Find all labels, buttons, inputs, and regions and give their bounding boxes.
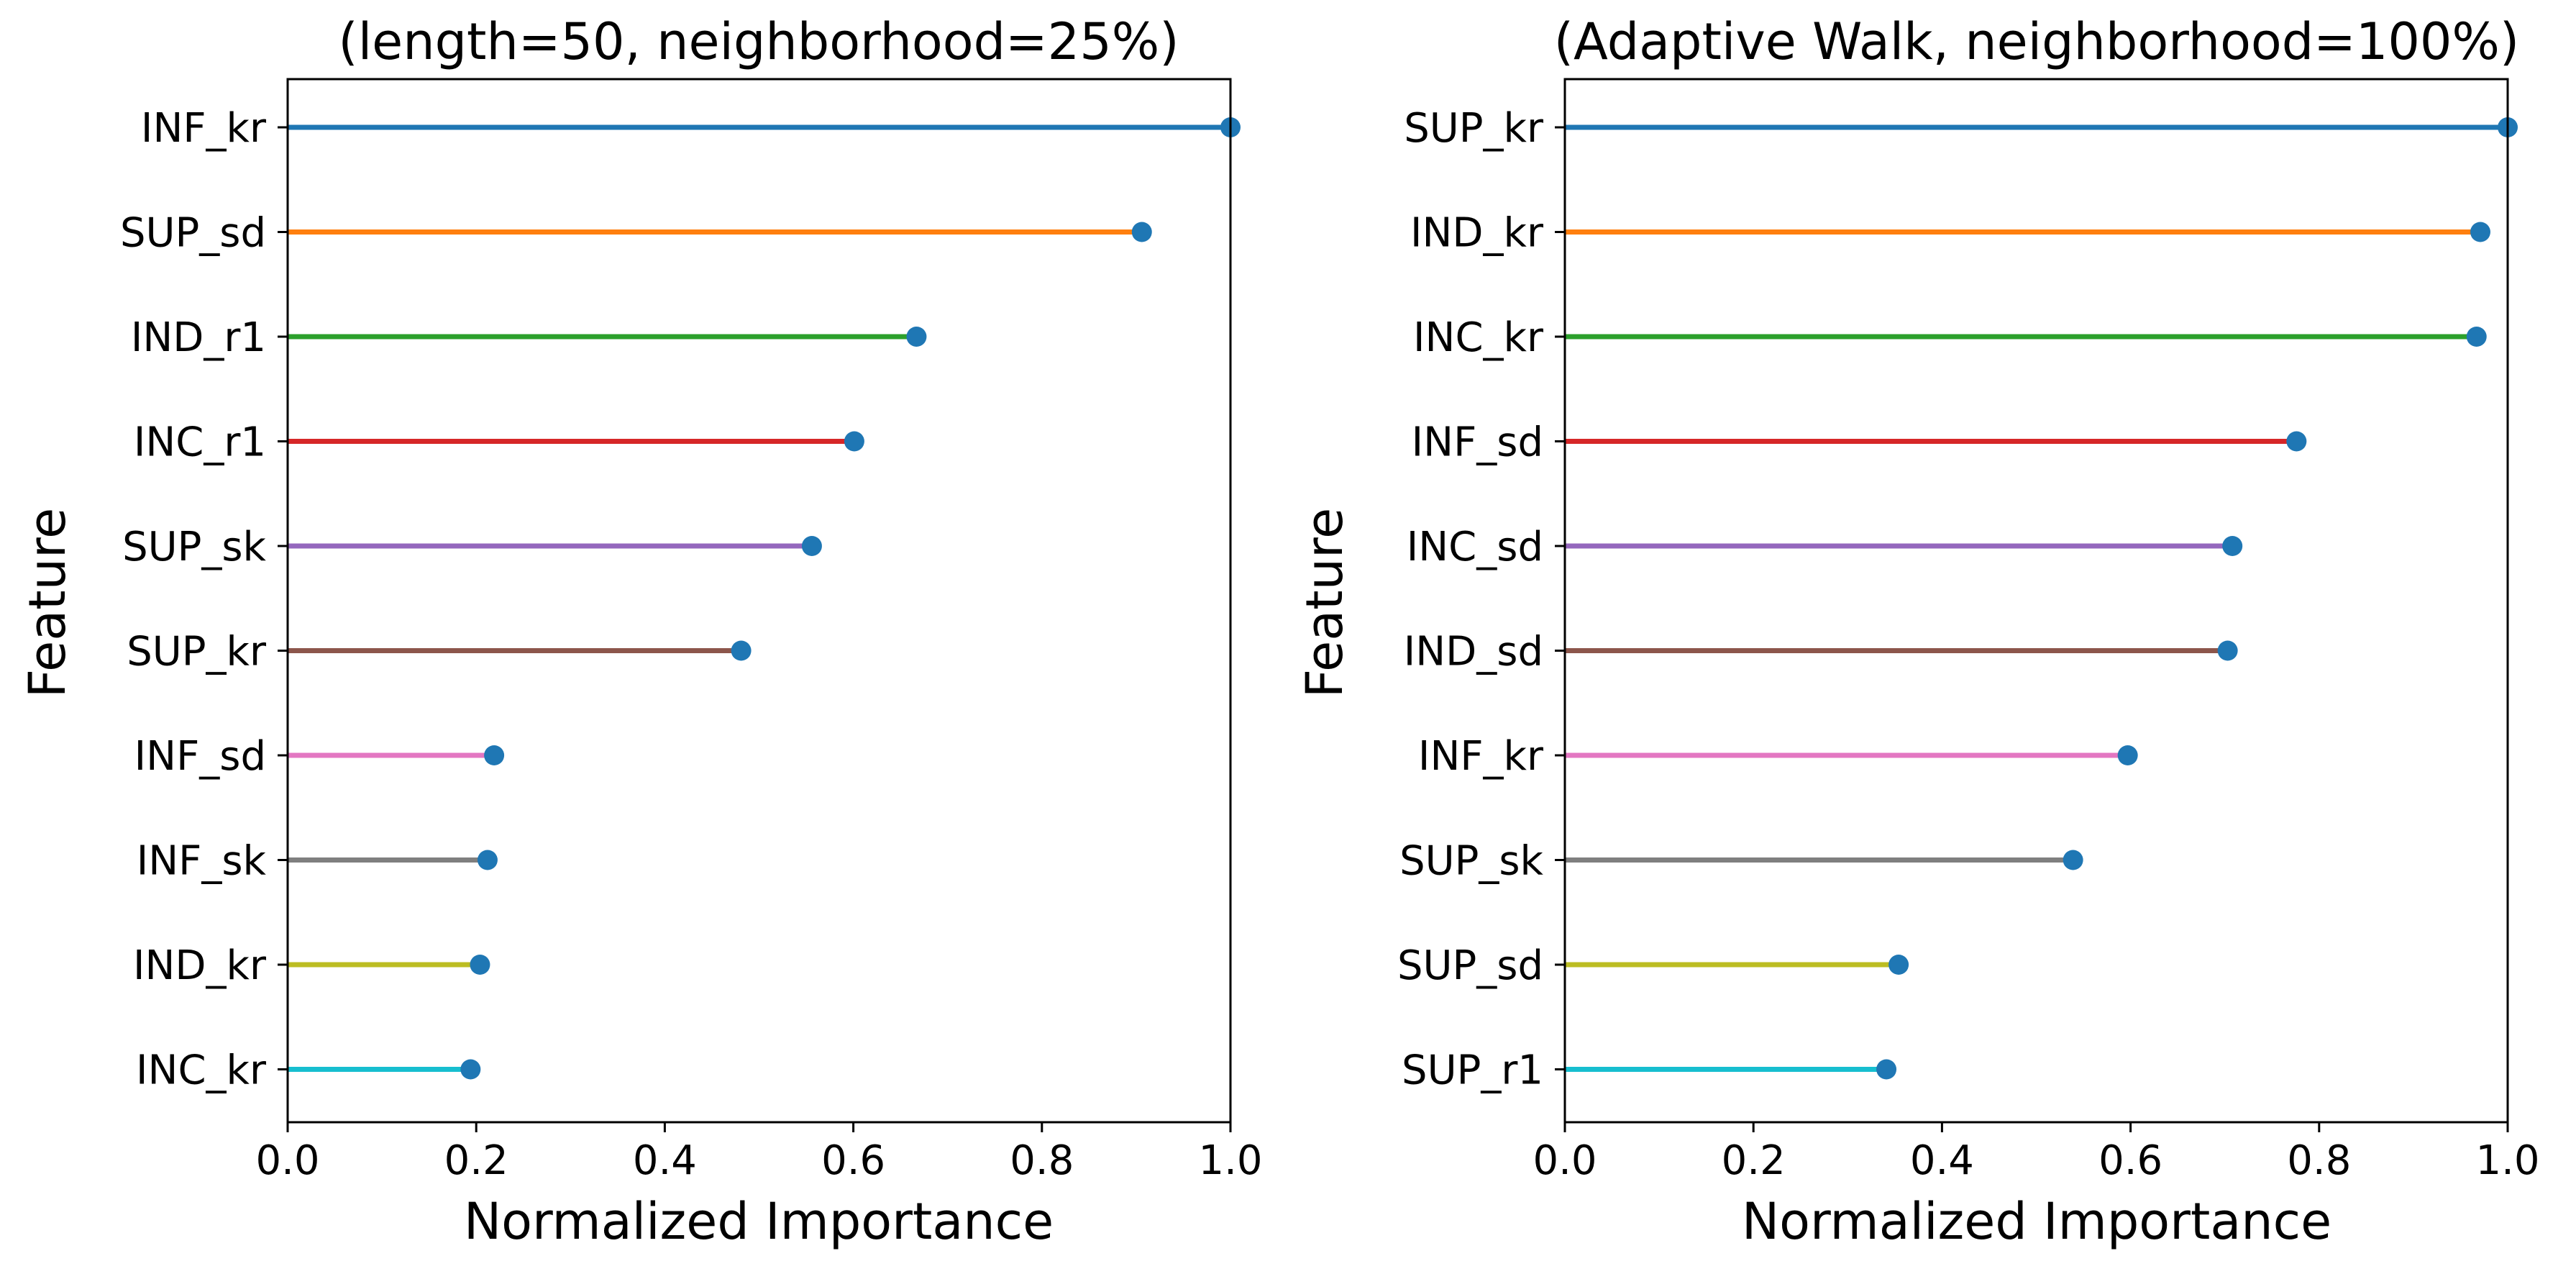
- right-x-tick-label: 0.4: [1910, 1137, 1974, 1184]
- left-x-tick-label: 0.0: [255, 1137, 319, 1184]
- left-x-tick-label: 1.0: [1198, 1137, 1262, 1184]
- left-marker-INC_r1: [844, 431, 864, 452]
- right-category-label: INF_sd: [1412, 419, 1543, 466]
- right-marker-SUP_r1: [1876, 1059, 1897, 1080]
- right-marker-INF_kr: [2117, 745, 2138, 765]
- right-chart: (Adaptive Walk, neighborhood=100%) SUP_k…: [1295, 12, 2540, 1251]
- left-plot-area: INF_kr SUP_sd IND_r1 INC_r1 SUP_sk SUP_kr INF_…: [120, 78, 1263, 1184]
- right-marker-INF_sd: [2286, 431, 2307, 452]
- left-category-label: IND_r1: [131, 314, 266, 361]
- right-plot-area: SUP_kr IND_kr INC_kr INF_sd INC_sd IND_sd INF_…: [1397, 78, 2540, 1184]
- right-category-label: INC_sd: [1407, 524, 1543, 570]
- left-y-axis-label: Feature: [18, 508, 77, 699]
- right-marker-SUP_sk: [2063, 850, 2083, 870]
- left-marker-SUP_sk: [801, 536, 822, 556]
- left-chart-title: (length=50, neighborhood=25%): [338, 12, 1179, 71]
- left-chart: (length=50, neighborhood=25%) INF_kr SUP_…: [18, 12, 1263, 1251]
- left-category-label: SUP_kr: [127, 629, 267, 675]
- left-marker-INF_sk: [477, 850, 498, 870]
- right-category-label: IND_sd: [1404, 629, 1543, 675]
- left-x-tick-label: 0.2: [444, 1137, 508, 1184]
- right-x-tick-label: 0.6: [2098, 1137, 2162, 1184]
- right-category-label: SUP_r1: [1402, 1047, 1543, 1094]
- right-marker-SUP_sd: [1888, 955, 1909, 975]
- left-x-tick-label: 0.8: [1010, 1137, 1074, 1184]
- right-x-tick-label: 0.8: [2287, 1137, 2351, 1184]
- right-x-tick-label: 0.0: [1533, 1137, 1597, 1184]
- right-marker-IND_sd: [2217, 640, 2238, 661]
- right-category-label: INC_kr: [1413, 314, 1544, 361]
- left-category-label: SUP_sd: [120, 210, 266, 257]
- left-axes-frame: [286, 78, 1232, 1124]
- right-x-tick-label: 1.0: [2475, 1137, 2539, 1184]
- right-category-label: IND_kr: [1410, 210, 1544, 257]
- right-category-label: SUP_kr: [1404, 105, 1544, 152]
- left-x-tick-label: 0.4: [633, 1137, 697, 1184]
- right-y-axis-label: Feature: [1295, 508, 1354, 699]
- right-marker-INC_kr: [2466, 327, 2487, 347]
- left-marker-SUP_kr: [731, 640, 752, 661]
- right-x-axis-label: Normalized Importance: [1742, 1192, 2331, 1251]
- left-category-label: INC_kr: [136, 1047, 267, 1094]
- left-category-label: INC_r1: [134, 419, 266, 466]
- right-marker-IND_kr: [2470, 222, 2490, 242]
- right-axes-frame: [1563, 78, 2509, 1124]
- left-x-tick-label: 0.6: [821, 1137, 885, 1184]
- left-marker-IND_r1: [906, 327, 927, 347]
- right-category-label: INF_kr: [1418, 733, 1544, 780]
- left-marker-INC_kr: [460, 1059, 481, 1080]
- left-marker-IND_kr: [470, 955, 490, 975]
- right-x-tick-label: 0.2: [1722, 1137, 1786, 1184]
- right-chart-title: (Adaptive Walk, neighborhood=100%): [1554, 12, 2520, 71]
- right-category-label: SUP_sk: [1399, 838, 1543, 885]
- right-marker-INC_sd: [2222, 536, 2243, 556]
- left-x-axis-label: Normalized Importance: [464, 1192, 1054, 1251]
- left-marker-INF_sd: [484, 745, 505, 765]
- left-category-label: INF_kr: [141, 105, 267, 152]
- left-category-label: INF_sk: [137, 838, 267, 885]
- left-category-label: SUP_sk: [122, 524, 266, 570]
- left-marker-SUP_sd: [1131, 222, 1152, 242]
- left-category-label: INF_sd: [134, 733, 266, 780]
- right-category-label: SUP_sd: [1397, 942, 1543, 989]
- left-category-label: IND_kr: [133, 942, 267, 989]
